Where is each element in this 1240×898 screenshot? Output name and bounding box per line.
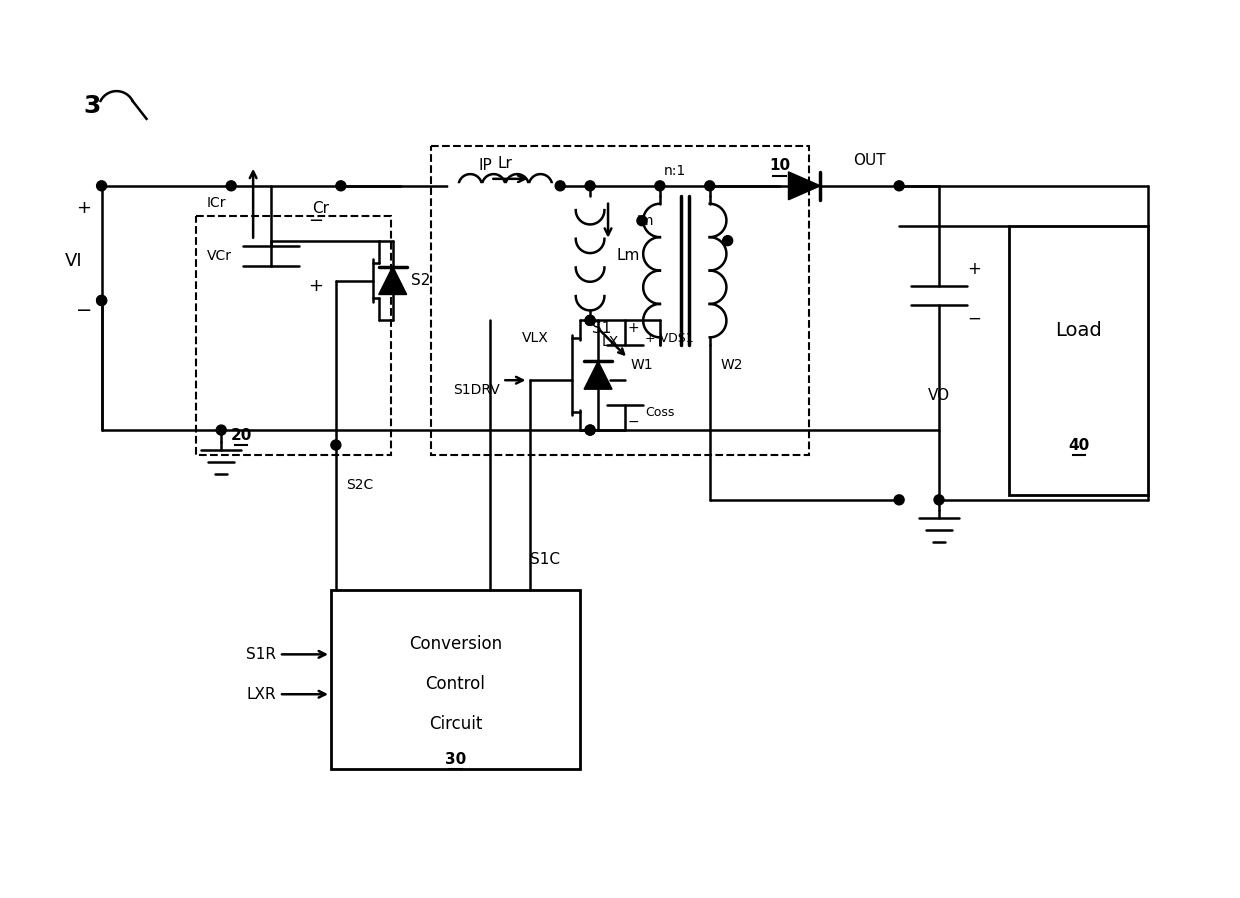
Circle shape — [336, 180, 346, 190]
Circle shape — [216, 425, 226, 435]
Text: +: + — [967, 260, 981, 277]
Text: −: − — [309, 212, 324, 230]
Text: VI: VI — [64, 251, 83, 269]
Text: Load: Load — [1055, 321, 1102, 339]
Text: W2: W2 — [720, 358, 743, 373]
Bar — [1009, 225, 1148, 495]
Circle shape — [556, 180, 565, 190]
Text: +: + — [627, 321, 639, 335]
Circle shape — [585, 315, 595, 325]
Text: 40: 40 — [1068, 437, 1089, 453]
Text: n:1: n:1 — [663, 163, 686, 178]
Text: 30: 30 — [445, 752, 466, 767]
Text: VLX: VLX — [522, 331, 548, 346]
Text: −: − — [76, 301, 92, 320]
Text: ICr: ICr — [207, 196, 226, 210]
Text: Circuit: Circuit — [429, 715, 482, 733]
Circle shape — [894, 180, 904, 190]
Text: Im: Im — [636, 214, 653, 228]
Text: 20: 20 — [231, 427, 252, 443]
Circle shape — [585, 315, 595, 325]
Text: IP: IP — [479, 158, 492, 173]
Text: LXR: LXR — [247, 687, 277, 701]
Polygon shape — [378, 267, 407, 295]
Text: S1R: S1R — [246, 647, 277, 662]
Circle shape — [97, 295, 107, 305]
Text: S1DRV: S1DRV — [454, 383, 501, 397]
Text: −: − — [627, 415, 639, 429]
Text: Conversion: Conversion — [409, 636, 502, 654]
Text: Coss: Coss — [645, 406, 675, 418]
Circle shape — [934, 495, 944, 505]
Polygon shape — [789, 172, 821, 199]
Text: Control: Control — [425, 675, 485, 693]
Circle shape — [655, 180, 665, 190]
Text: +: + — [76, 198, 92, 216]
Text: + VDS1: + VDS1 — [645, 332, 693, 345]
Bar — [196, 216, 391, 455]
Text: −: − — [967, 310, 981, 328]
Text: 10: 10 — [769, 158, 790, 173]
Text: Lr: Lr — [498, 156, 513, 172]
Text: Cr: Cr — [312, 201, 330, 216]
Text: Lm: Lm — [616, 248, 640, 263]
Text: S2C: S2C — [346, 478, 373, 492]
Circle shape — [226, 180, 236, 190]
Text: 3: 3 — [83, 94, 100, 118]
Bar — [331, 590, 580, 769]
Text: W1: W1 — [631, 358, 653, 373]
Circle shape — [331, 440, 341, 450]
Text: S1C: S1C — [531, 552, 560, 568]
Circle shape — [97, 295, 107, 305]
Text: VCr: VCr — [207, 249, 232, 262]
Polygon shape — [584, 361, 613, 389]
Text: S1: S1 — [591, 321, 611, 336]
Circle shape — [894, 495, 904, 505]
Circle shape — [585, 425, 595, 435]
Bar — [430, 146, 810, 455]
Text: S2: S2 — [410, 273, 430, 288]
Text: VO: VO — [928, 388, 950, 402]
Text: +: + — [309, 277, 324, 295]
Circle shape — [637, 216, 647, 225]
Circle shape — [585, 425, 595, 435]
Circle shape — [723, 235, 733, 246]
Circle shape — [704, 180, 714, 190]
Circle shape — [97, 180, 107, 190]
Circle shape — [585, 180, 595, 190]
Text: LX: LX — [601, 335, 619, 349]
Text: OUT: OUT — [853, 154, 885, 169]
